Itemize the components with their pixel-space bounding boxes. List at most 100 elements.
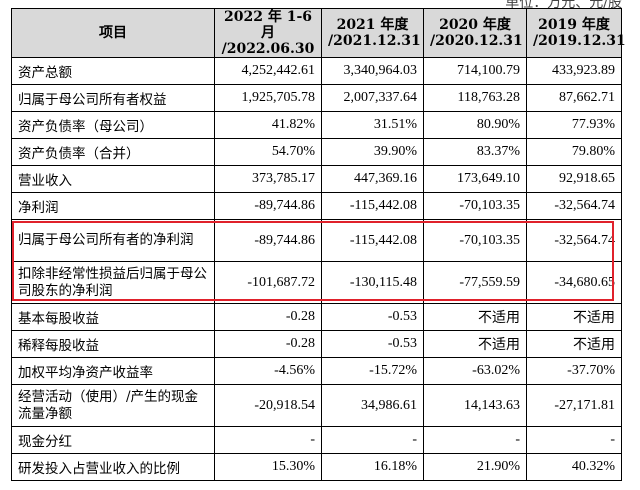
row-label: 研发投入占营业收入的比例 (11, 453, 215, 481)
header-2020: 2020 年度/2020.12.31 (423, 8, 527, 58)
cell-2020: -77,559.59 (423, 261, 527, 304)
cell-2020: -70,103.35 (423, 219, 527, 262)
cell-2020: 83.37% (423, 138, 527, 166)
cell-2021: 16.18% (321, 453, 424, 481)
row-label: 稀释每股收益 (11, 330, 215, 358)
cell-2019: 77.93% (526, 111, 622, 139)
header-line2: /2021.12.31 (328, 33, 421, 49)
table-row: 扣除非经常性损益后归属于母公司股东的净利润 -101,687.72 -130,115… (11, 261, 622, 304)
cell-2021: -130,115.48 (321, 261, 424, 304)
cell-2022h1: -101,687.72 (214, 261, 322, 304)
cell-2020: - (423, 426, 527, 454)
cell-2020: -70,103.35 (423, 192, 527, 220)
table-header-row: 项目 2022 年 1-6 月/2022.06.30 2021 年度/2021.… (11, 8, 626, 58)
header-line2: /2022.06.30 (221, 41, 315, 57)
cell-2021: - (321, 426, 424, 454)
row-label: 净利润 (11, 192, 215, 220)
cell-2020: 14,143.63 (423, 384, 527, 427)
cell-2022h1: 54.70% (214, 138, 322, 166)
row-label: 基本每股收益 (11, 303, 215, 331)
row-label: 归属于母公司所有者的净利润 (11, 219, 215, 262)
cell-2022h1: 4,252,442.61 (214, 57, 322, 85)
cell-2022h1: 41.82% (214, 111, 322, 139)
cell-2019: 433,923.89 (526, 57, 622, 85)
table-row: 基本每股收益 -0.28 -0.53 不适用 不适用 (11, 303, 622, 331)
cell-2020: 不适用 (423, 303, 527, 331)
row-label: 资产负债率（合并） (11, 138, 215, 166)
cell-2021: 447,369.16 (321, 165, 424, 193)
cell-2020: 118,763.28 (423, 84, 527, 112)
header-line1: 2019 年度 (538, 17, 610, 33)
header-line2: /2019.12.31 (533, 33, 626, 49)
table-row: 稀释每股收益 -0.28 -0.53 不适用 不适用 (11, 330, 622, 358)
cell-2019: -27,171.81 (526, 384, 622, 427)
table-row: 现金分红 - - - - (11, 426, 622, 454)
row-label: 资产负债率（母公司） (11, 111, 215, 139)
cell-2019: -34,680.65 (526, 261, 622, 304)
cell-2022h1: -89,744.86 (214, 192, 322, 220)
cell-2020: 714,100.79 (423, 57, 527, 85)
cell-2022h1: 1,925,705.78 (214, 84, 322, 112)
cell-2019: - (526, 426, 622, 454)
cell-2020: 80.90% (423, 111, 527, 139)
cell-2021: 2,007,337.64 (321, 84, 424, 112)
header-2019: 2019 年度/2019.12.31 (526, 8, 626, 58)
header-line2: /2020.12.31 (430, 33, 523, 49)
header-line1: 2020 年度 (439, 17, 511, 33)
cell-2019: 79.80% (526, 138, 622, 166)
header-line1: 2021 年度 (336, 17, 409, 33)
cell-2019: 不适用 (526, 303, 622, 331)
cell-2020: 173,649.10 (423, 165, 527, 193)
cell-2020: 21.90% (423, 453, 527, 481)
cell-2022h1: - (214, 426, 322, 454)
cell-2022h1: 15.30% (214, 453, 322, 481)
table-row: 加权平均净资产收益率 -4.56% -15.72% -63.02% -37.70% (11, 357, 622, 385)
header-item: 项目 (11, 8, 215, 58)
table-row: 归属于母公司所有者的净利润 -89,744.86 -115,442.08 -70,10… (11, 219, 622, 262)
cell-2019: -37.70% (526, 357, 622, 385)
header-item-label: 项目 (99, 25, 127, 41)
financial-data-table: 项目 2022 年 1-6 月/2022.06.30 2021 年度/2021.… (11, 8, 626, 481)
cell-2021: -0.53 (321, 303, 424, 331)
cell-2022h1: -0.28 (214, 303, 322, 331)
cell-2021: -0.53 (321, 330, 424, 358)
cell-2019: 40.32% (526, 453, 622, 481)
cell-2021: 39.90% (321, 138, 424, 166)
cell-2022h1: -20,918.54 (214, 384, 322, 427)
table-row: 归属于母公司所有者权益 1,925,705.78 2,007,337.64 118,7… (11, 84, 622, 112)
cell-2019: 92,918.65 (526, 165, 622, 193)
row-label: 现金分红 (11, 426, 215, 454)
cell-2021: -115,442.08 (321, 192, 424, 220)
table-row: 研发投入占营业收入的比例 15.30% 16.18% 21.90% 40.32% (11, 453, 622, 481)
header-line1: 2022 年 1-6 月 (223, 9, 312, 41)
cell-2019: -32,564.74 (526, 219, 622, 262)
cell-2022h1: 373,785.17 (214, 165, 322, 193)
cell-2020: 不适用 (423, 330, 527, 358)
row-label: 资产总额 (11, 57, 215, 85)
unit-note: 单位：万元、元/股 (505, 0, 622, 11)
header-2022h1: 2022 年 1-6 月/2022.06.30 (214, 8, 322, 58)
row-label: 扣除非经常性损益后归属于母公司股东的净利润 (11, 261, 215, 304)
cell-2019: 不适用 (526, 330, 622, 358)
row-label: 经营活动（使用）/产生的现金流量净额 (11, 384, 215, 427)
header-2021: 2021 年度/2021.12.31 (321, 8, 424, 58)
cell-2021: 31.51% (321, 111, 424, 139)
cell-2022h1: -0.28 (214, 330, 322, 358)
cell-2019: -32,564.74 (526, 192, 622, 220)
table-row: 净利润 -89,744.86 -115,442.08 -70,103.35 -32,56… (11, 192, 622, 220)
table-row: 资产负债率（合并） 54.70% 39.90% 83.37% 79.80% (11, 138, 622, 166)
cell-2021: 3,340,964.03 (321, 57, 424, 85)
row-label: 营业收入 (11, 165, 215, 193)
cell-2021: -15.72% (321, 357, 424, 385)
table-row: 营业收入 373,785.17 447,369.16 173,649.10 92,918… (11, 165, 622, 193)
cell-2021: 34,986.61 (321, 384, 424, 427)
cell-2022h1: -4.56% (214, 357, 322, 385)
cell-2021: -115,442.08 (321, 219, 424, 262)
row-label: 归属于母公司所有者权益 (11, 84, 215, 112)
row-label: 加权平均净资产收益率 (11, 357, 215, 385)
cell-2022h1: -89,744.86 (214, 219, 322, 262)
cell-2020: -63.02% (423, 357, 527, 385)
table-row: 资产负债率（母公司） 41.82% 31.51% 80.90% 77.93% (11, 111, 622, 139)
cell-2019: 87,662.71 (526, 84, 622, 112)
table-row: 经营活动（使用）/产生的现金流量净额 -20,918.54 34,986.61 14,… (11, 384, 622, 427)
